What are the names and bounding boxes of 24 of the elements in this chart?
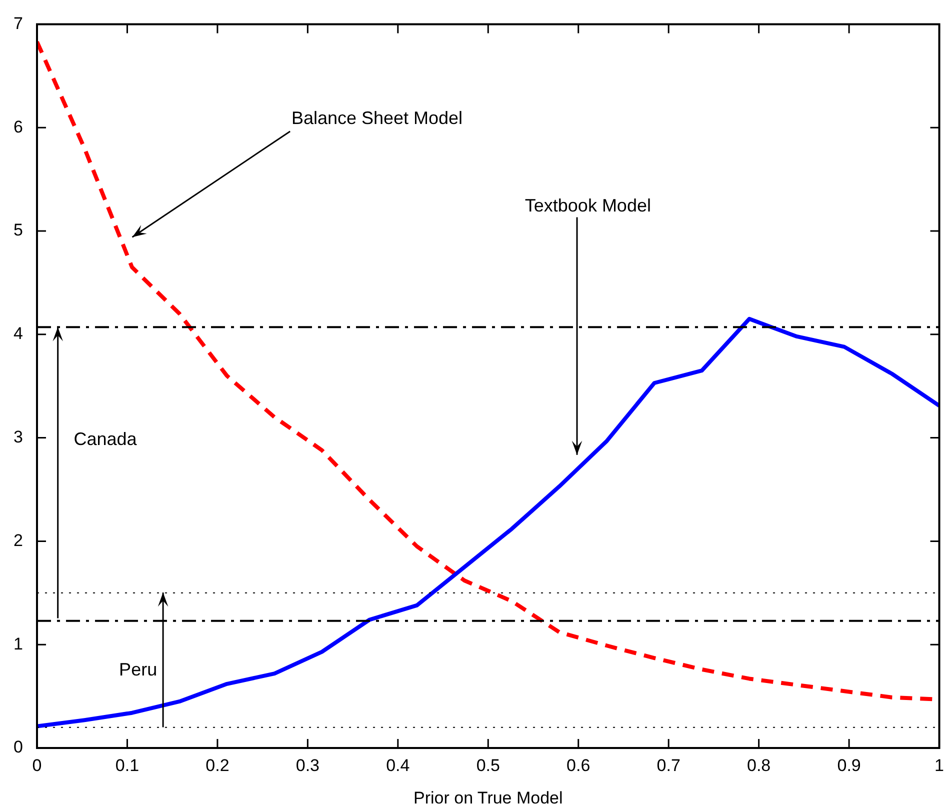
y-tick-label: 6: [14, 117, 23, 136]
x-tick-label: 0.6: [566, 756, 590, 775]
x-tick-label: 1: [934, 756, 944, 775]
annotation: Textbook Model: [524, 195, 651, 216]
y-tick-label: 7: [14, 14, 23, 33]
annotation: Canada: [74, 429, 138, 450]
x-tick-label: 0.8: [747, 756, 771, 775]
x-tick-label: 0.5: [476, 756, 500, 775]
x-tick-label: 0.4: [386, 756, 410, 775]
x-axis-title: Prior on True Model: [413, 788, 563, 808]
annotation: Peru: [119, 660, 158, 680]
y-tick-label: 0: [14, 738, 23, 757]
y-tick-label: 2: [14, 530, 23, 550]
annotation: Balance Sheet Model: [291, 108, 463, 128]
x-tick-label: 0.3: [296, 756, 320, 775]
y-tick-label: 1: [14, 634, 23, 654]
x-tick-label: 0.2: [206, 756, 230, 775]
x-tick-label: 0: [32, 756, 42, 775]
x-tick-label: 0.1: [115, 756, 140, 775]
y-tick-label: 3: [14, 427, 23, 446]
y-tick-label: 5: [14, 220, 23, 240]
y-tick-label: 4: [14, 324, 23, 344]
x-tick-label: 0.9: [837, 756, 861, 775]
x-tick-label: 0.7: [656, 756, 680, 775]
